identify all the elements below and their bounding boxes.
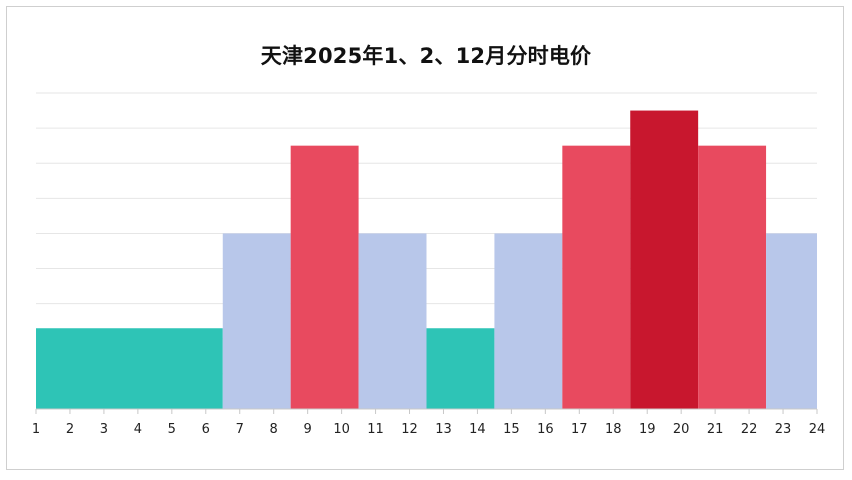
x-tick-label-22: 22 xyxy=(741,422,758,437)
x-tick-label-7: 7 xyxy=(236,422,244,437)
x-tick-label-10: 10 xyxy=(333,422,350,437)
x-tick-label-24: 24 xyxy=(809,422,826,437)
x-tick-label-21: 21 xyxy=(707,422,724,437)
bar-peak-9 xyxy=(698,145,767,409)
x-tick-label-8: 8 xyxy=(270,422,278,437)
bar-flat-6 xyxy=(494,233,563,409)
x-tick-label-14: 14 xyxy=(469,422,486,437)
x-tick-label-9: 9 xyxy=(304,422,312,437)
x-tick-label-11: 11 xyxy=(367,422,384,437)
x-tick-label-4: 4 xyxy=(134,422,142,437)
x-tick-label-1: 1 xyxy=(32,422,40,437)
x-tick-label-18: 18 xyxy=(605,422,622,437)
bar-sharp-peak-8 xyxy=(630,110,699,410)
bar-flat-10 xyxy=(766,233,817,409)
x-tick-label-13: 13 xyxy=(435,422,452,437)
x-tick-label-17: 17 xyxy=(571,422,588,437)
x-tick-label-5: 5 xyxy=(168,422,176,437)
x-tick-label-6: 6 xyxy=(202,422,210,437)
bar-valley-1 xyxy=(36,328,223,409)
bar-flat-2 xyxy=(222,233,291,409)
x-tick-label-16: 16 xyxy=(537,422,554,437)
x-tick-label-2: 2 xyxy=(66,422,74,437)
x-tick-label-3: 3 xyxy=(100,422,108,437)
bar-peak-7 xyxy=(562,145,631,409)
x-tick-label-12: 12 xyxy=(401,422,418,437)
x-tick-label-15: 15 xyxy=(503,422,520,437)
chart-title: 天津2025年1、2、12月分时电价 xyxy=(260,44,592,68)
bar-flat-4 xyxy=(358,233,427,409)
bar-valley-5 xyxy=(426,328,495,409)
x-tick-label-19: 19 xyxy=(639,422,656,437)
bar-peak-3 xyxy=(290,145,359,409)
x-tick-label-23: 23 xyxy=(775,422,792,437)
x-tick-label-20: 20 xyxy=(673,422,690,437)
